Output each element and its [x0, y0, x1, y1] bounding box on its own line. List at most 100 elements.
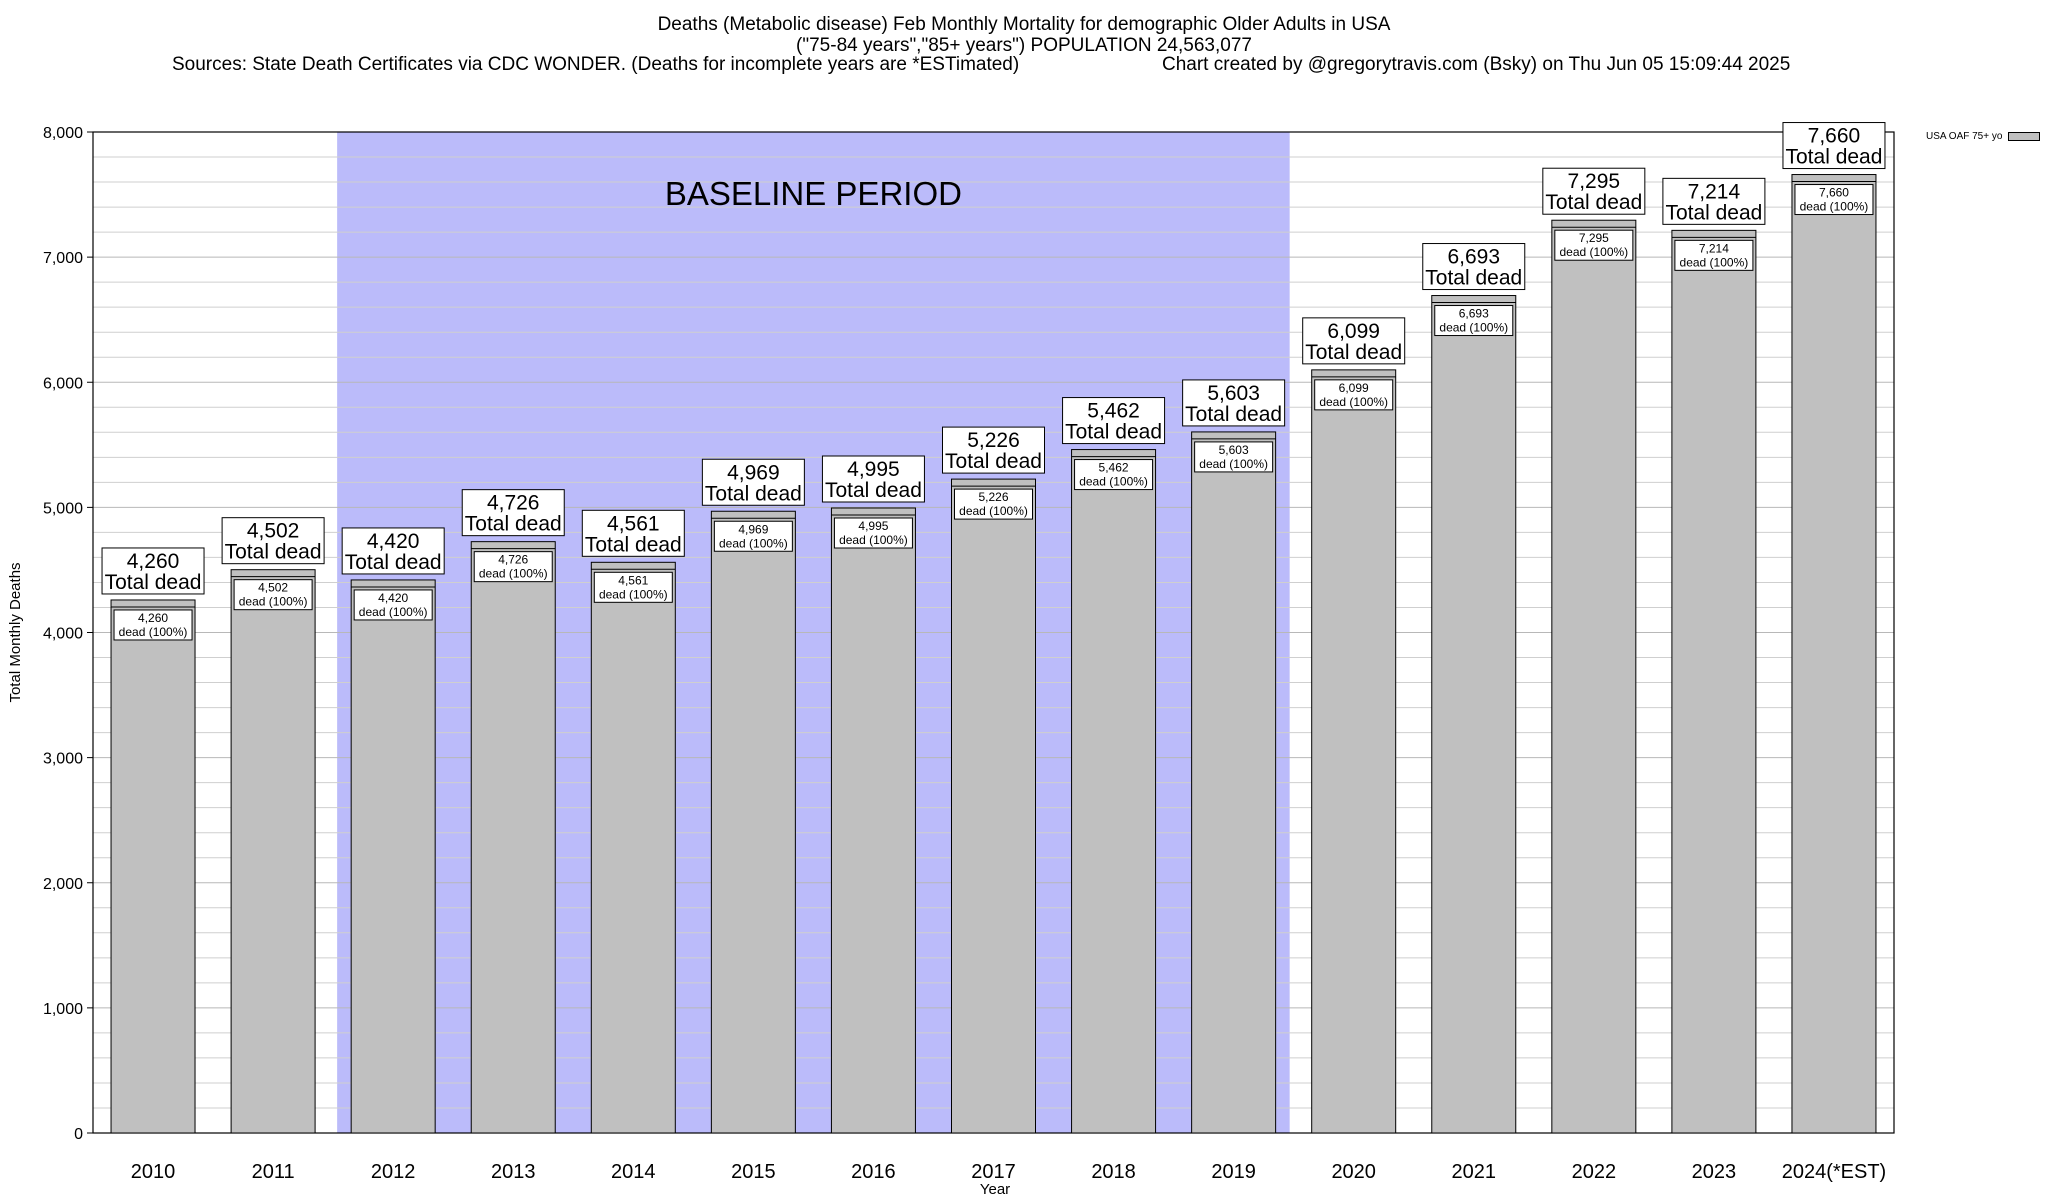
bar-total-value: 7,660	[1808, 125, 1861, 148]
bar-inner-value: 4,420	[378, 591, 408, 605]
legend: USA OAF 75+ yo	[1926, 131, 2041, 142]
bar-inner-value: 5,226	[978, 490, 1008, 504]
y-tick-label: 2,000	[43, 876, 83, 893]
bar-inner-label-box	[233, 579, 313, 611]
bar-inner-percent: dead (100%)	[599, 587, 668, 601]
bar-inner-value: 6,693	[1459, 307, 1489, 321]
bar-inner-percent: dead (100%)	[719, 536, 788, 550]
bar-total-value: 4,420	[367, 530, 420, 553]
bar-total-text: Total dead	[105, 571, 202, 594]
bar-inner-label-box	[1434, 305, 1514, 337]
bar-total-label-box	[942, 426, 1045, 474]
bar-inner-label-box	[833, 517, 913, 549]
bar-total-text: Total dead	[945, 450, 1042, 473]
bar-inner-percent: dead (100%)	[959, 504, 1028, 518]
bar-inner-percent: dead (100%)	[1800, 200, 1869, 214]
bar-total-text: Total dead	[225, 541, 322, 564]
bar-total-label-box	[581, 509, 685, 557]
bar	[1311, 369, 1397, 1134]
y-tick-label: 6,000	[43, 375, 83, 392]
bar-total-label-box	[1782, 122, 1886, 170]
bar	[1431, 295, 1517, 1134]
x-tick-label: 2010	[131, 1161, 176, 1183]
bar-total-text: Total dead	[345, 551, 442, 574]
bar-total-label-box	[1302, 317, 1406, 365]
bar-total-label-box	[701, 458, 805, 506]
bar-total-label-box	[101, 547, 205, 595]
bar-total-value: 4,502	[247, 520, 300, 543]
chart-sources: Sources: State Death Certificates via CD…	[172, 54, 1020, 75]
y-tick-label: 7,000	[43, 250, 83, 267]
x-tick-label: 2022	[1572, 1161, 1617, 1183]
bar	[1071, 449, 1157, 1134]
bar-inner-label-box	[1314, 379, 1394, 411]
bar-inner-percent: dead (100%)	[839, 533, 908, 547]
bar-total-value: 4,260	[127, 550, 180, 573]
bar-inner-percent: dead (100%)	[1559, 245, 1628, 259]
bar-inner-percent: dead (100%)	[359, 605, 428, 619]
bar-inner-value: 7,660	[1819, 186, 1849, 200]
x-tick-label: 2013	[491, 1161, 536, 1183]
y-tick-label: 0	[74, 1126, 83, 1143]
bar-total-value: 4,561	[607, 512, 660, 535]
bar-total-value: 5,603	[1207, 382, 1260, 405]
x-tick-label: 2012	[371, 1161, 416, 1183]
x-axis-label: Year	[980, 1181, 1010, 1198]
bar-total-text: Total dead	[1786, 146, 1883, 169]
bar-inner-value: 4,502	[258, 581, 288, 595]
bar	[110, 599, 196, 1134]
bar-total-label-box	[1182, 379, 1286, 427]
bar-inner-label-box	[593, 571, 673, 603]
y-tick-label: 8,000	[43, 125, 83, 142]
bar-inner-label-box	[473, 551, 553, 583]
bar-inner-percent: dead (100%)	[1079, 475, 1148, 489]
bar-inner-value: 5,462	[1099, 461, 1129, 475]
bar	[470, 541, 556, 1134]
bar-inner-label-box	[713, 520, 793, 552]
x-tick-label: 2016	[851, 1161, 896, 1183]
bar-inner-label-box	[113, 609, 193, 641]
bar-total-value: 6,099	[1327, 320, 1380, 343]
legend-label: USA OAF 75+ yo	[1926, 131, 2003, 142]
bar-total-text: Total dead	[1185, 403, 1282, 426]
bar-total-text: Total dead	[1305, 341, 1402, 364]
y-tick-label: 4,000	[43, 626, 83, 643]
bar-total-text: Total dead	[705, 482, 802, 505]
x-tick-label: 2019	[1211, 1161, 1256, 1183]
x-tick-label: 2024(*EST)	[1782, 1161, 1887, 1183]
bar-total-text: Total dead	[585, 533, 682, 556]
y-axis-label: Total Monthly Deaths	[7, 562, 24, 702]
bar-inner-value: 4,561	[618, 573, 648, 587]
bar-inner-value: 4,260	[138, 611, 168, 625]
chart-title-block: Deaths (Metabolic disease) Feb Monthly M…	[0, 14, 2048, 56]
bar-total-text: Total dead	[1425, 267, 1522, 290]
bar-inner-percent: dead (100%)	[119, 625, 188, 639]
x-tick-label: 2011	[252, 1161, 295, 1183]
y-tick-label: 1,000	[43, 1001, 83, 1018]
bar-total-label-box	[221, 517, 325, 565]
bar	[1671, 229, 1757, 1134]
bar-inner-value: 6,099	[1339, 381, 1369, 395]
bar-inner-label-box	[1074, 459, 1154, 491]
bar-inner-label-box	[1794, 184, 1874, 216]
bar	[951, 478, 1036, 1134]
bar	[590, 561, 676, 1134]
bar	[350, 579, 436, 1134]
bar	[230, 569, 316, 1134]
bar-inner-percent: dead (100%)	[479, 567, 548, 581]
bar-inner-value: 4,995	[858, 519, 888, 533]
bar-inner-percent: dead (100%)	[1199, 457, 1268, 471]
bar-total-label-box	[1542, 167, 1646, 215]
x-tick-label: 2023	[1692, 1161, 1737, 1183]
bar	[830, 507, 916, 1134]
bar-inner-value: 4,969	[738, 522, 768, 536]
bar-total-value: 7,295	[1568, 170, 1621, 193]
bar-total-value: 4,726	[487, 492, 540, 515]
bar-inner-percent: dead (100%)	[1439, 321, 1508, 335]
bar-inner-percent: dead (100%)	[1319, 395, 1388, 409]
bar	[710, 510, 796, 1134]
bar-total-value: 6,693	[1447, 246, 1500, 269]
y-tick-label: 3,000	[43, 751, 83, 768]
bar-inner-label-box	[1194, 441, 1274, 473]
